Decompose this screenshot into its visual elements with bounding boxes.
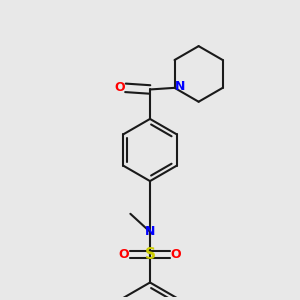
- Text: O: O: [119, 248, 130, 261]
- Text: N: N: [145, 225, 155, 238]
- Text: O: O: [170, 248, 181, 261]
- Text: N: N: [175, 80, 185, 93]
- Text: S: S: [145, 247, 155, 262]
- Text: O: O: [114, 81, 125, 94]
